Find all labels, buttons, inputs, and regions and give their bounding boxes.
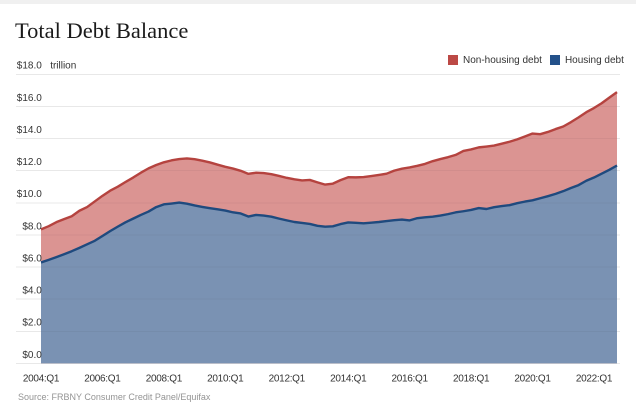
svg-text:$0.0: $0.0 (22, 350, 42, 361)
svg-text:$14.0: $14.0 (17, 125, 42, 136)
svg-text:2004:Q1: 2004:Q1 (23, 373, 60, 384)
svg-text:trillion: trillion (50, 61, 76, 72)
svg-text:$8.0: $8.0 (22, 221, 42, 232)
svg-text:2006:Q1: 2006:Q1 (84, 373, 121, 384)
svg-text:$16.0: $16.0 (17, 93, 42, 104)
svg-text:$10.0: $10.0 (17, 189, 42, 200)
svg-text:2018:Q1: 2018:Q1 (453, 373, 490, 384)
svg-text:2016:Q1: 2016:Q1 (391, 373, 428, 384)
svg-text:$6.0: $6.0 (22, 253, 42, 264)
svg-text:2012:Q1: 2012:Q1 (269, 373, 306, 384)
svg-text:2008:Q1: 2008:Q1 (146, 373, 183, 384)
svg-text:$2.0: $2.0 (22, 318, 42, 329)
svg-text:$12.0: $12.0 (17, 157, 42, 168)
svg-text:$4.0: $4.0 (22, 286, 42, 297)
svg-text:2014:Q1: 2014:Q1 (330, 373, 367, 384)
svg-text:2010:Q1: 2010:Q1 (207, 373, 244, 384)
svg-text:2020:Q1: 2020:Q1 (514, 373, 551, 384)
svg-text:$18.0: $18.0 (17, 61, 42, 72)
svg-text:2022:Q1: 2022:Q1 (576, 373, 613, 384)
